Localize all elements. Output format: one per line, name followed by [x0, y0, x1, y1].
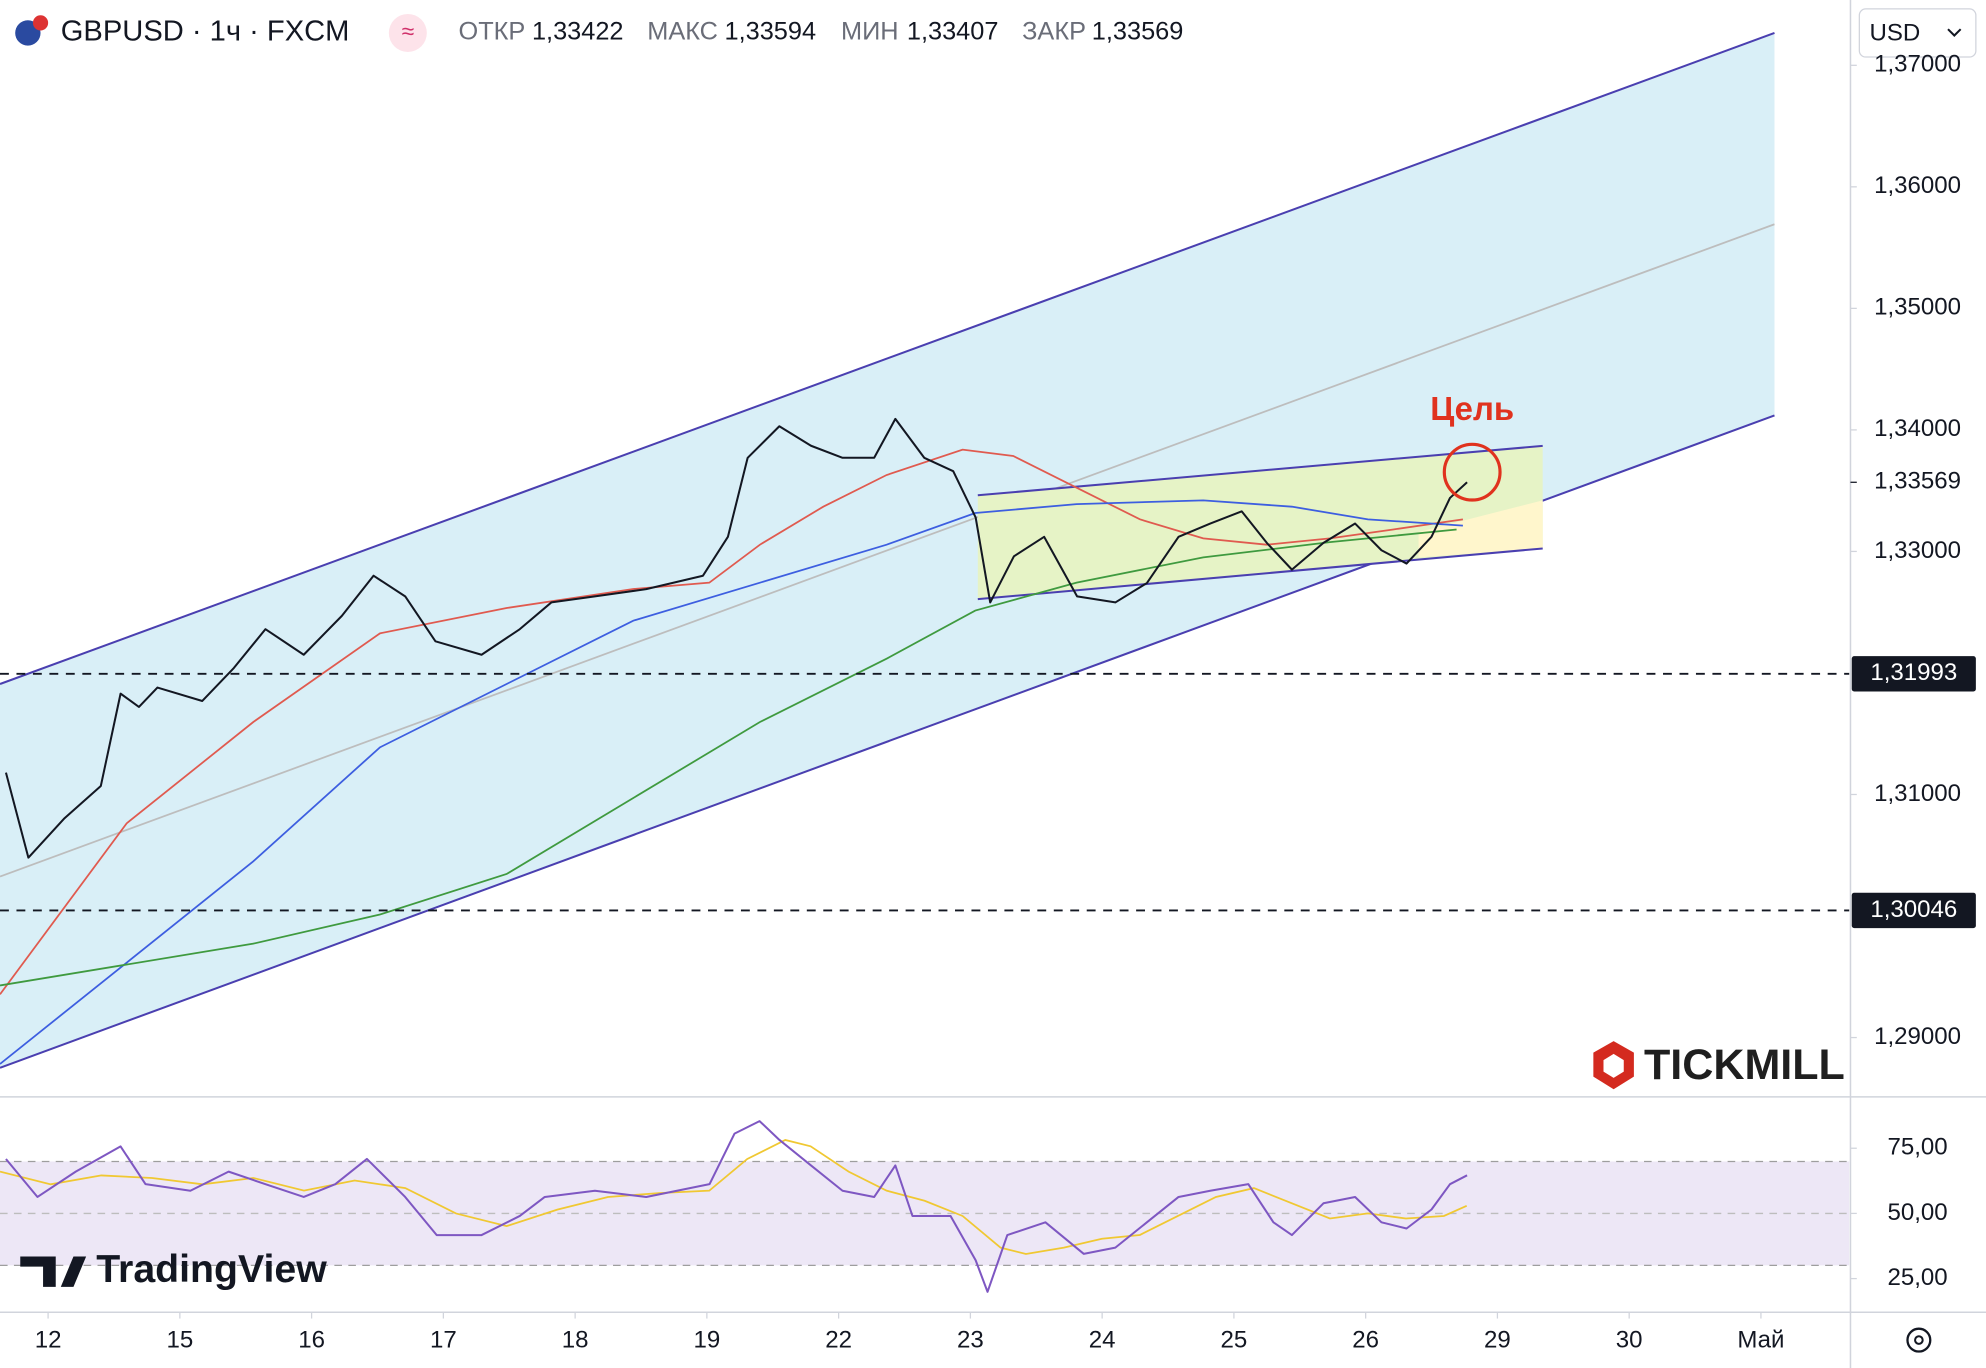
target-circle: [1442, 442, 1502, 502]
broker-logo: [1603, 1053, 1624, 1078]
x-tick-label: Май: [1737, 1327, 1784, 1354]
x-tick-label: 15: [166, 1327, 193, 1354]
y-tick-label: 75,00: [1888, 1134, 1948, 1161]
level-label: 1,30046: [1870, 896, 1957, 923]
annotation: Цель: [1430, 390, 1514, 427]
flag-target-fill: [1418, 500, 1543, 558]
channel-top: [0, 32, 1775, 685]
y-tick-label: 1,36000: [1874, 172, 1961, 199]
y-tick-label: 25,00: [1888, 1264, 1948, 1291]
ohlc-value: 1,33594: [724, 18, 816, 46]
x-tick-label: 26: [1352, 1327, 1379, 1354]
x-tick-label: 22: [825, 1327, 852, 1354]
symbol[interactable]: GBPUSD · 1ч · FXCM: [61, 16, 350, 48]
x-tick-label: 23: [957, 1327, 984, 1354]
ohlc: ОТКР 1,33422 МАКС 1,33594 МИН 1,33407 ЗАКР 1,33…: [459, 18, 1184, 46]
currency[interactable]: USD: [1869, 20, 1920, 47]
flag-icon: [32, 15, 49, 31]
currency-box[interactable]: [1858, 8, 1977, 58]
rsi-signal: [0, 1139, 1468, 1255]
settings-icon: [1914, 1335, 1924, 1345]
ma-blue: [0, 499, 1463, 1065]
x-tick-label: 25: [1221, 1327, 1248, 1354]
x-tick-label: 19: [694, 1327, 721, 1354]
ohlc-label: МАКС: [647, 18, 718, 46]
ma-red: [0, 448, 1464, 995]
settings-icon[interactable]: [1906, 1327, 1932, 1353]
indicator-icon[interactable]: ≈: [402, 18, 415, 44]
ohlc-value: 1,33407: [907, 18, 999, 46]
level-label-box: [1851, 892, 1976, 929]
y-tick-label: 1,33000: [1874, 537, 1961, 564]
ohlc-value: 1,33422: [532, 18, 624, 46]
price-line: [5, 1120, 1468, 1293]
x-tick-label: 24: [1089, 1327, 1116, 1354]
y-tick-label: 1,37000: [1874, 51, 1961, 78]
y-tick-label: 1,35000: [1874, 294, 1961, 321]
flag-bottom: [977, 547, 1543, 601]
dropdown-icon: [1947, 28, 1962, 37]
platform-logo: [20, 1256, 87, 1287]
y-tick-label: 1,34000: [1874, 415, 1961, 442]
ohlc-label: ОТКР: [459, 18, 526, 46]
ohlc-label: ЗАКР: [1022, 18, 1086, 46]
level-label-box: [1851, 656, 1976, 692]
x-tick-label: 18: [562, 1327, 589, 1354]
x-tick-label: 16: [298, 1327, 325, 1354]
flag-top: [977, 444, 1543, 497]
broker-watermark: TICKMILL: [1644, 1041, 1845, 1089]
channel-mid: [0, 223, 1775, 878]
ohlc-label: МИН: [841, 18, 899, 46]
ma-green: [0, 528, 1457, 987]
y-tick-label: 1,29000: [1874, 1023, 1961, 1050]
y-tick-label: 50,00: [1888, 1199, 1948, 1226]
x-tick-label: 29: [1484, 1327, 1511, 1354]
x-tick-label: 30: [1616, 1327, 1643, 1354]
x-tick-label: 17: [430, 1327, 457, 1354]
level-label: 1,31993: [1870, 659, 1957, 686]
last-price-label: 1,33569: [1874, 468, 1961, 495]
indicator-badge: [388, 13, 427, 52]
ohlc-value: 1,33569: [1092, 18, 1184, 46]
y-tick-label: 1,31000: [1874, 780, 1961, 807]
x-tick-label: 12: [35, 1327, 62, 1354]
price-line: [4, 417, 1468, 859]
platform-watermark: TradingView: [96, 1247, 327, 1291]
